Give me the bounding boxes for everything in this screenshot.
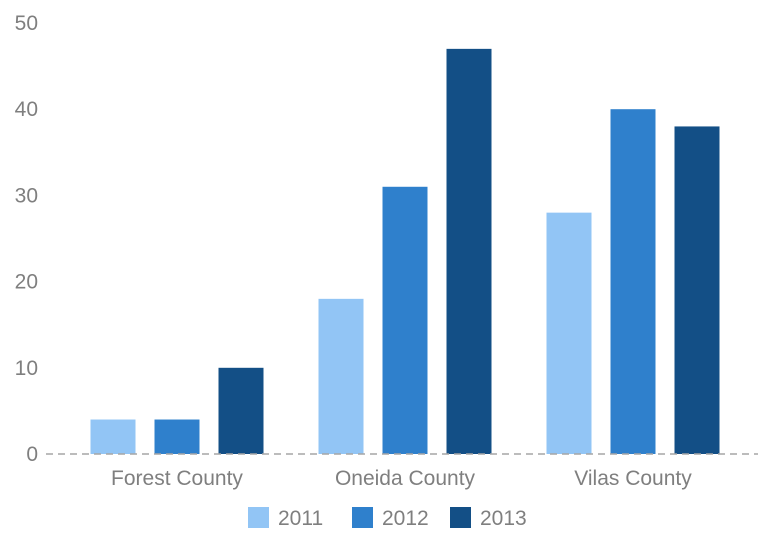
y-axis: 0 10 20 30 40 50	[15, 12, 38, 466]
bar-2013-vilas-county	[674, 126, 720, 454]
x-category-label: Vilas County	[574, 467, 692, 490]
x-category-label: Oneida County	[335, 467, 476, 490]
bar-2011-oneida-county	[318, 298, 364, 454]
legend-label-2013: 2013	[480, 507, 527, 530]
bar-2013-forest-county	[218, 367, 264, 454]
y-tick-label: 30	[15, 184, 38, 207]
bar-2011-forest-county	[90, 419, 136, 454]
y-tick-label: 40	[15, 98, 38, 121]
y-tick-label: 50	[15, 12, 38, 35]
legend: 2011 2012 2013	[248, 507, 527, 530]
bar-2012-forest-county	[154, 419, 200, 454]
legend-label-2011: 2011	[278, 507, 323, 530]
legend-swatch-2012	[352, 507, 373, 528]
bar-2012-vilas-county	[610, 109, 656, 454]
bar-2013-oneida-county	[446, 48, 492, 455]
x-category-label: Forest County	[111, 467, 243, 490]
legend-label-2012: 2012	[382, 507, 429, 530]
y-tick-label: 20	[15, 271, 38, 294]
bars	[90, 48, 720, 455]
y-tick-label: 10	[15, 357, 38, 380]
bar-2012-oneida-county	[382, 186, 428, 454]
x-axis: Forest County Oneida County Vilas County	[111, 467, 692, 490]
bar-2011-vilas-county	[546, 212, 592, 454]
legend-swatch-2013	[450, 507, 471, 528]
legend-swatch-2011	[248, 507, 269, 528]
y-tick-label: 0	[26, 443, 38, 466]
